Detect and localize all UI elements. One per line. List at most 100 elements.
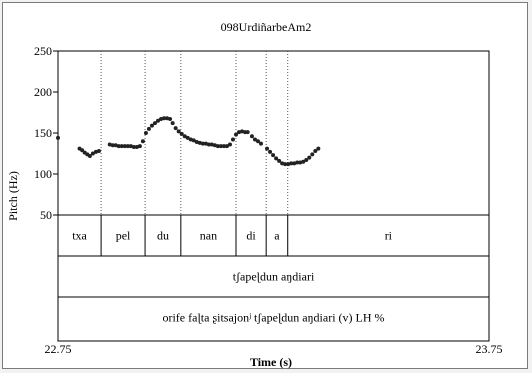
pitch-point [134, 144, 139, 149]
pitch-point [149, 123, 154, 128]
pitch-point [301, 159, 306, 164]
tier1-label: ri [385, 229, 393, 243]
pitch-point [234, 132, 239, 137]
tier2-label: tʃapeɭdun aŋdiari [233, 270, 315, 284]
pitch-point [110, 143, 115, 148]
pitch-point [90, 151, 95, 156]
y-axis-label: Pitch (Hz) [6, 171, 20, 221]
pitch-point [215, 144, 220, 149]
tier-labels: txa pel du nan di a ri tʃapeɭdun aŋdiari orife f… [72, 229, 392, 325]
pitch-point [185, 135, 190, 140]
tier1-label: di [246, 229, 256, 243]
x-tick-label-end: 23.75 [476, 342, 503, 356]
pitch-point [277, 158, 282, 163]
pitch-point [80, 148, 85, 153]
pitch-point [128, 144, 133, 149]
pitch-point [137, 144, 142, 149]
pitch-point [212, 143, 217, 148]
y-tick-label-100: 100 [34, 167, 52, 181]
pitch-point [173, 126, 178, 131]
pitch-point [221, 144, 226, 149]
x-axis-label: Time (s) [250, 355, 292, 369]
pitch-point [159, 117, 164, 122]
pitch-point [194, 140, 199, 145]
pitch-point [304, 158, 309, 163]
pitch-point [268, 149, 273, 154]
pitch-point [218, 144, 223, 149]
pitch-point [245, 130, 250, 135]
tier1-label: nan [200, 229, 217, 243]
pitch-point [224, 144, 229, 149]
pitch-point [116, 144, 121, 149]
pitch-point [286, 162, 291, 167]
pitch-point [93, 149, 98, 154]
pitch-point [240, 129, 245, 134]
pitch-point [162, 116, 167, 121]
y-tick-label-250: 250 [34, 44, 52, 58]
pitch-point [56, 135, 60, 140]
pitch-point [113, 143, 118, 148]
pitch-point [209, 142, 214, 147]
pitch-point [280, 161, 285, 166]
pitch-point [170, 121, 175, 126]
pitch-point [200, 141, 205, 146]
y-axis: 50 100 150 200 250 [34, 44, 58, 222]
pitch-point [259, 141, 264, 146]
pitch-point [131, 144, 136, 149]
pitch-point [265, 146, 270, 151]
pitch-point [176, 129, 181, 134]
tier1-label: du [157, 229, 169, 243]
pitch-point [188, 137, 193, 142]
pitch-point [179, 131, 184, 136]
x-tick-label-start: 22.75 [45, 342, 72, 356]
pitch-point [295, 160, 300, 165]
pitch-point [255, 139, 260, 144]
y-tick-label-150: 150 [34, 126, 52, 140]
tier-boundaries [58, 51, 489, 298]
pitch-point [168, 117, 173, 122]
pitch-point [87, 153, 92, 158]
tier1-label: pel [116, 229, 131, 243]
pitch-point [165, 116, 170, 121]
tier1-label: txa [72, 229, 87, 243]
pitch-point [289, 161, 294, 166]
pitch-point [191, 138, 196, 143]
tier1-label: a [274, 229, 280, 243]
praat-picture-frame [2, 2, 528, 369]
pitch-point [197, 140, 202, 145]
pitch-point [206, 142, 211, 147]
plot-area [57, 50, 490, 342]
pitch-point [283, 162, 288, 167]
pitch-point [119, 144, 124, 149]
pitch-point [146, 126, 151, 131]
pitch-point [96, 149, 101, 154]
pitch-points [56, 116, 321, 167]
pitch-point [155, 118, 160, 123]
y-tick-label-200: 200 [34, 85, 52, 99]
pitch-point [152, 121, 157, 126]
pitch-point [227, 142, 232, 147]
pitch-point [316, 146, 321, 151]
pitch-point [292, 161, 297, 166]
pitch-point [107, 142, 112, 147]
pitch-point [230, 137, 235, 142]
pitch-point [313, 149, 318, 154]
pitch-point [140, 139, 145, 144]
pitch-point [310, 152, 315, 157]
pitch-point [252, 137, 257, 142]
pitch-point [271, 153, 276, 158]
chart-title: 098UrdiñarbeAm2 [221, 20, 312, 34]
pitch-point [274, 156, 279, 161]
pitch-point [249, 134, 254, 139]
tier3-label: orife faɭta ʂitsajonʲ tʃapeɭdun aŋdiari … [162, 311, 384, 325]
pitch-point [307, 155, 312, 160]
pitch-point [203, 141, 208, 146]
pitch-point [298, 160, 303, 165]
pitch-point [182, 134, 187, 139]
pitch-point [143, 131, 148, 135]
pitch-point [125, 144, 130, 149]
pitch-point [237, 130, 242, 135]
pitch-point [122, 144, 127, 149]
y-tick-label-50: 50 [40, 208, 52, 222]
